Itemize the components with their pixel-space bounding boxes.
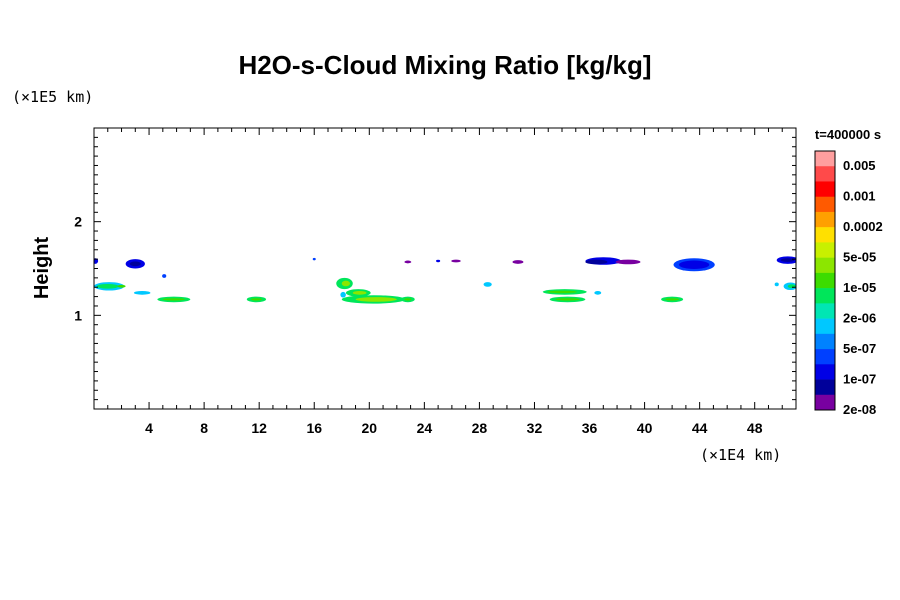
- colorbar-swatch: [815, 181, 835, 198]
- cloud-blob: [404, 260, 412, 264]
- colorbar-swatch: [815, 349, 835, 365]
- colorbar-swatch: [815, 379, 835, 396]
- time-label: t=400000 s: [815, 127, 881, 142]
- cloud-blob: [162, 298, 185, 301]
- x-tick-label: 48: [747, 420, 763, 436]
- colorbar-swatch: [815, 151, 835, 167]
- colorbar-swatch: [815, 166, 835, 182]
- cloud-blob: [96, 283, 119, 289]
- cloud-blob: [585, 259, 608, 265]
- x-tick-label: 12: [251, 420, 267, 436]
- cloud-blob: [162, 274, 167, 278]
- colorbar-swatch: [815, 211, 835, 228]
- cloud-blob: [483, 282, 492, 287]
- y-axis-label: Height: [31, 237, 53, 300]
- colorbar-swatch: [815, 196, 835, 213]
- colorbar-label: 1e-07: [843, 372, 876, 387]
- colorbar-swatch: [815, 318, 835, 335]
- cloud-blob: [340, 291, 346, 298]
- chart-title: H2O-s-Cloud Mixing Ratio [kg/kg]: [238, 50, 651, 80]
- x-tick-label: 8: [200, 420, 208, 436]
- cloud-blob: [546, 290, 578, 294]
- cloud-blob: [774, 282, 779, 287]
- colorbar-label: 0.0002: [843, 219, 883, 234]
- x-tick-label: 40: [637, 420, 653, 436]
- colorbar-label: 5e-05: [843, 250, 876, 265]
- x-tick-label: 44: [692, 420, 708, 436]
- cloud-blob: [404, 298, 412, 301]
- y-tick-label: 1: [74, 307, 82, 323]
- x-tick-label: 4: [145, 420, 153, 436]
- colorbar-label: 5e-07: [843, 341, 876, 356]
- cloud-blob: [679, 260, 710, 269]
- cloud-blob: [133, 290, 151, 295]
- x-tick-label: 24: [417, 420, 433, 436]
- y-unit-label: (×1E5 km): [12, 88, 93, 106]
- cloud-blob: [780, 258, 795, 262]
- cloud-blob: [555, 298, 580, 301]
- colorbar-swatch: [815, 303, 835, 319]
- colorbar-swatch: [815, 242, 835, 258]
- cloud-blob: [129, 261, 141, 267]
- cloud-blob: [352, 290, 367, 295]
- colorbar-label: 0.005: [843, 158, 876, 173]
- colorbar-swatch: [815, 227, 835, 243]
- cloud-blob: [615, 259, 641, 265]
- y-tick-label: 2: [74, 214, 82, 230]
- x-unit-label: (×1E4 km): [700, 446, 781, 464]
- cloud-blob: [436, 259, 441, 263]
- cloud-blob: [451, 259, 461, 263]
- cloud-blob: [665, 298, 680, 301]
- cloud-field: [94, 256, 796, 304]
- colorbar-swatch: [815, 272, 835, 289]
- x-tick-label: 20: [362, 420, 378, 436]
- colorbar-swatch: [815, 257, 835, 274]
- x-tick-label: 28: [472, 420, 488, 436]
- colorbar-frame: [814, 150, 836, 411]
- cloud-blob: [512, 260, 524, 264]
- colorbar-label: 0.001: [843, 189, 876, 204]
- cloud-blob: [355, 297, 397, 302]
- cloud-blob: [594, 290, 602, 295]
- colorbar-swatch: [815, 394, 835, 411]
- colorbar-swatch: [815, 364, 835, 380]
- cloud-blob: [312, 257, 316, 261]
- x-tick-label: 32: [527, 420, 543, 436]
- colorbar-swatch: [815, 288, 835, 304]
- x-tick-label: 16: [306, 420, 322, 436]
- colorbar-label: 1e-05: [843, 280, 876, 295]
- cloud-blob: [117, 284, 126, 288]
- cloud-blob: [341, 280, 351, 287]
- x-tick-label: 36: [582, 420, 598, 436]
- colorbar-swatch: [815, 333, 835, 350]
- cloud-blob: [250, 298, 262, 301]
- colorbar: 0.005 0.001 0.0002 5e-05 1e-05 2e-06 5e-07 1e-0…: [814, 150, 883, 417]
- colorbar-label: 2e-08: [843, 402, 876, 417]
- colorbar-label: 2e-06: [843, 311, 876, 326]
